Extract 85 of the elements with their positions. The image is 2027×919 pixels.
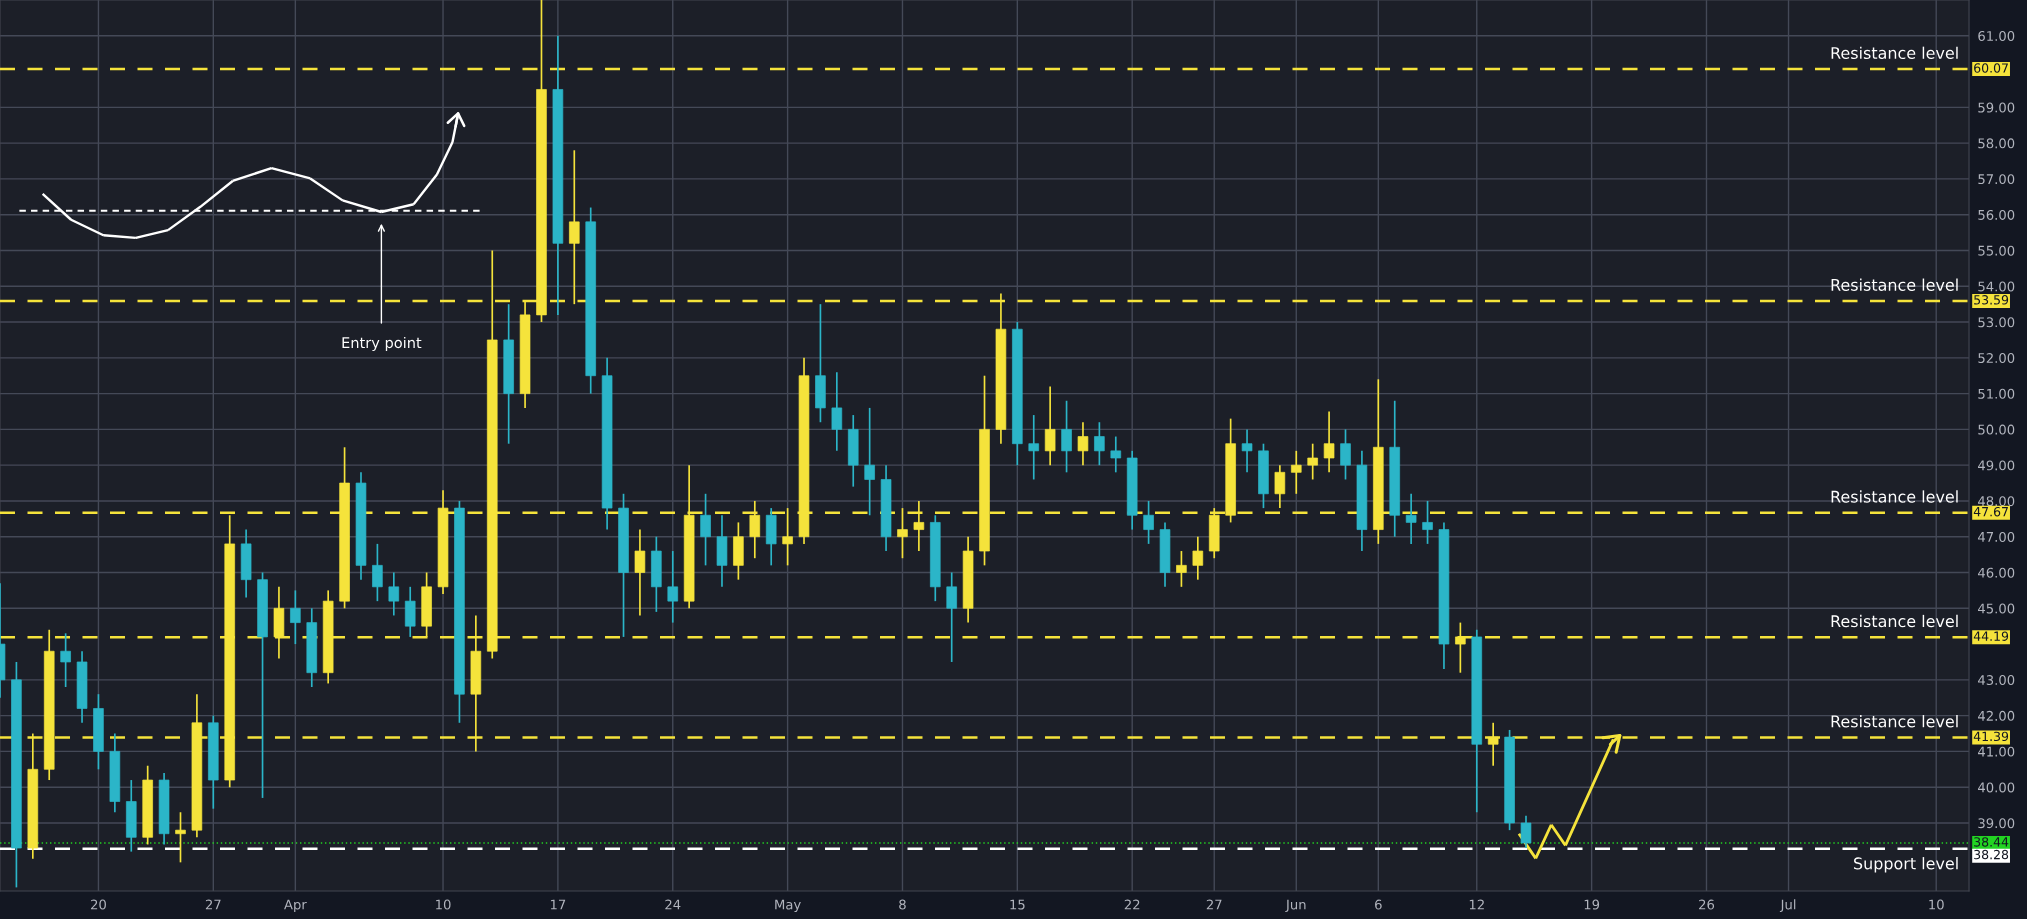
- candlestick: [831, 371, 843, 452]
- x-tick-label: 27: [205, 899, 221, 910]
- y-tick-label: 61.00: [1978, 31, 2015, 41]
- x-tick-label: 17: [550, 899, 566, 910]
- y-tick-label: 54.00: [1978, 281, 2015, 292]
- ref-line-label: Resistance level: [1831, 614, 1958, 628]
- candlestick: [1077, 421, 1089, 467]
- x-tick-label: Jul: [1779, 899, 1796, 912]
- candlestick: [634, 528, 646, 617]
- candlestick: [864, 407, 875, 517]
- candlestick: [1405, 492, 1417, 545]
- x-tick-label: 8: [899, 899, 906, 910]
- x-tick-label: Jun: [1285, 899, 1306, 912]
- candlestick: [569, 149, 580, 305]
- legend-label: Support level: [1854, 857, 1958, 873]
- y-tick-label: 51.00: [1978, 388, 2015, 399]
- ref-line-label: Resistance level: [1831, 715, 1958, 728]
- annotation: Entry point: [342, 336, 422, 352]
- candlestick: [1241, 428, 1253, 474]
- y-tick-label: 39.00: [1978, 818, 2015, 829]
- candlestick: [1176, 550, 1187, 588]
- ref-line-label: Resistance level: [1831, 46, 1958, 60]
- candlestick: [1143, 500, 1154, 545]
- y-tick-label: 45.00: [1978, 603, 2015, 614]
- candlestick: [372, 543, 383, 602]
- candlestick: [667, 550, 679, 624]
- y-tick-label: 59.00: [1978, 102, 2015, 113]
- candlestick: [1340, 428, 1351, 481]
- candlestick: [60, 632, 71, 688]
- y-tick-label: 48.00: [1978, 496, 2015, 507]
- candlestick: [1192, 535, 1204, 581]
- y-tick-label: 50.00: [1978, 424, 2015, 435]
- y-tick-label: 41.00: [1978, 746, 2015, 757]
- x-tick-label: 10: [1929, 899, 1944, 910]
- candlestick: [175, 811, 186, 864]
- text: 38.28: [1974, 849, 2009, 860]
- x-tick-label: 15: [1010, 899, 1025, 910]
- y-tick-label: 49.00: [1978, 460, 2015, 471]
- y-tick-label: 55.00: [1978, 245, 2015, 256]
- x-tick-label: 6: [1375, 899, 1382, 910]
- x-tick-label: 26: [1699, 899, 1715, 910]
- candlestick: [290, 589, 301, 645]
- y-tick-label: 57.00: [1978, 174, 2015, 185]
- x-tick-label: 27: [1206, 899, 1222, 910]
- y-tick-label: 53.00: [1978, 317, 2015, 328]
- text: 38.44: [1974, 837, 2009, 847]
- candlestick: [1110, 435, 1122, 474]
- x-tick-label: 10: [436, 899, 451, 910]
- candlestick: [1422, 500, 1433, 545]
- candlestick: [1094, 421, 1105, 467]
- text: 47.67: [1973, 506, 2008, 517]
- x-tick-label: 24: [665, 899, 681, 910]
- candlestick: [388, 571, 400, 617]
- candlestick: [1061, 399, 1072, 474]
- candlestick: [700, 492, 711, 567]
- x-tick-label: 19: [1584, 899, 1600, 910]
- candlestick: [1307, 442, 1318, 481]
- candlestick: [897, 507, 908, 560]
- candlestick: [782, 507, 793, 567]
- y-tick-label: 46.00: [1978, 567, 2015, 578]
- candlestick: [1323, 410, 1335, 474]
- text: 41.39: [1973, 731, 2009, 742]
- y-tick-label: 43.00: [1978, 675, 2015, 686]
- x-tick-label: 20: [91, 899, 106, 910]
- x-tick-label: 22: [1124, 899, 1140, 910]
- y-tick-label: 40.00: [1978, 782, 2015, 793]
- candlestick: [1044, 385, 1056, 467]
- y-tick-label: 52.00: [1978, 353, 2015, 364]
- y-tick-label: 42.00: [1978, 710, 2015, 721]
- y-tick-label: 58.00: [1978, 138, 2015, 149]
- candlestick: [1291, 450, 1302, 495]
- text: 44.19: [1973, 631, 2009, 641]
- x-tick-label: Apr: [284, 899, 307, 913]
- text: 53.59: [1974, 295, 2009, 305]
- y-tick-label: 47.00: [1978, 531, 2015, 542]
- candlestick: [1274, 464, 1286, 509]
- x-tick-label: 12: [1469, 899, 1484, 910]
- candlestick: [946, 571, 957, 663]
- ref-line-label: Resistance level: [1831, 278, 1958, 291]
- candlestick: [1028, 414, 1040, 481]
- x-tick-label: May: [775, 899, 801, 913]
- y-tick-label: 56.00: [1978, 209, 2015, 220]
- text: 60.07: [1974, 63, 2008, 73]
- ref-line-label: Resistance level: [1831, 490, 1958, 503]
- candlestick: [1520, 814, 1532, 849]
